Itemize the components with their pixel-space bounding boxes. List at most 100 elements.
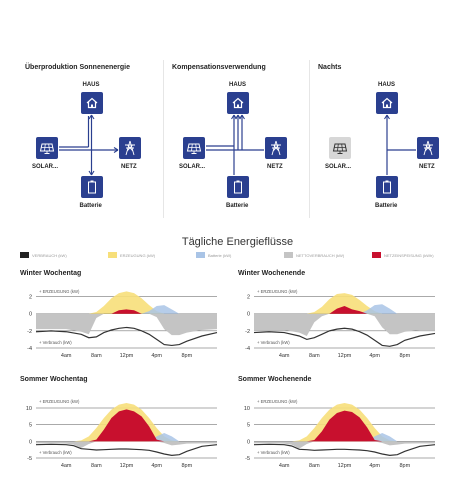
haus-node (227, 92, 249, 114)
flow-arrow (239, 114, 245, 120)
x-tick-label: 8am (91, 353, 102, 359)
x-tick-label: 8am (91, 463, 102, 469)
daily-flows-title: Tägliche Energieflüsse (181, 236, 294, 248)
flow-connectors (206, 114, 264, 175)
series-area (36, 309, 217, 314)
series-line (35, 326, 218, 347)
lower-axis-label: + Verbrauch (kW) (257, 450, 290, 455)
flow-arrow (88, 114, 95, 120)
solar-label: SOLAR... (325, 164, 352, 170)
series-area (254, 293, 435, 314)
series-line (253, 443, 436, 456)
x-tick-label: 4am (61, 463, 72, 469)
chart-title: Sommer Wochentag (20, 376, 88, 383)
energy-chart: 10 5 0 -5 + ERZEUGUNG (kW) + Verbrauch (kW) 4a… (244, 399, 436, 469)
flow-panel-2: Kompensationsverwendung HAUS SOLAR... NETZ B… (165, 60, 309, 216)
series-area (36, 441, 217, 448)
legend-item: Batterie (kW) (196, 252, 231, 258)
haus-node (80, 92, 103, 114)
haus-label: HAUS (229, 82, 247, 88)
panel-divider (163, 60, 164, 218)
series-area (254, 441, 435, 449)
house-icon (85, 96, 99, 110)
y-tick-label: 0 (29, 439, 32, 445)
battery-icon (87, 180, 97, 194)
series-line (253, 327, 436, 347)
y-tick-label: 2 (29, 295, 32, 301)
chart-title: Winter Wochenende (238, 270, 306, 277)
flow-panel-title: Kompensationsverwendung (172, 64, 266, 71)
legend-label: NETTOVERBRAUCH (kW) (296, 252, 345, 258)
legend-label: ERZEUGUNG (kW) (120, 252, 156, 258)
x-tick-label: 8pm (181, 463, 192, 469)
x-tick-label: 12pm (120, 463, 134, 469)
x-tick-label: 12pm (338, 353, 352, 359)
y-tick-label: -2 (27, 329, 32, 335)
y-tick-label: -4 (27, 346, 32, 352)
x-tick-label: 4pm (369, 353, 380, 359)
upper-axis-label: + ERZEUGUNG (kW) (39, 399, 80, 404)
legend-item: ERZEUGUNG (kW) (108, 252, 155, 258)
lower-axis-label: + Verbrauch (kW) (39, 450, 72, 455)
series-area (254, 304, 435, 314)
y-tick-label: 5 (247, 423, 250, 429)
upper-axis-label: + ERZEUGUNG (kW) (257, 289, 298, 294)
x-tick-label: 4am (279, 353, 290, 359)
flow-arrow (113, 147, 119, 153)
flow-arrow (231, 114, 237, 120)
solar-panel-icon (186, 141, 202, 155)
series-area (36, 409, 217, 442)
haus-label: HAUS (82, 82, 100, 88)
series-area (254, 410, 435, 442)
house-icon (231, 96, 245, 110)
chart-title: Winter Wochentag (20, 270, 82, 277)
batterie-label: Batterie (79, 203, 102, 209)
legend-swatch (284, 252, 293, 258)
series-area (36, 305, 217, 314)
solar-label: SOLAR... (32, 164, 59, 170)
y-tick-label: 0 (247, 439, 250, 445)
y-tick-label: -2 (245, 329, 250, 335)
batterie-node (80, 176, 103, 198)
x-tick-label: 4pm (151, 353, 162, 359)
y-tick-label: -5 (245, 456, 250, 462)
x-tick-label: 8am (309, 353, 320, 359)
series-area (36, 291, 217, 314)
y-tick-label: 0 (29, 312, 32, 318)
flow-panel-1: Überproduktion Sonnenenergie HAUS SOLAR...… (18, 60, 163, 216)
house-icon (380, 96, 394, 110)
x-tick-label: 8pm (399, 463, 410, 469)
netz-node (265, 137, 287, 159)
upper-axis-label: + ERZEUGUNG (kW) (39, 289, 80, 294)
legend-item: VERBRAUCH (kW) (20, 252, 67, 258)
solar-node (183, 137, 205, 159)
batterie-label: Batterie (375, 203, 398, 209)
chart-title: Sommer Wochenende (238, 376, 312, 383)
x-tick-label: 4pm (369, 463, 380, 469)
x-tick-label: 4am (279, 463, 290, 469)
legend-label: NETZEINSPEISUNG (kWh) (384, 252, 434, 258)
lower-axis-label: + Verbrauch (kW) (257, 340, 290, 345)
power-tower-icon (123, 140, 137, 156)
batterie-label: Batterie (226, 203, 249, 209)
solar-label: SOLAR... (179, 164, 206, 170)
flow-connectors (384, 114, 416, 175)
y-tick-label: 5 (29, 423, 32, 429)
lower-axis-label: + Verbrauch (kW) (39, 340, 72, 345)
batterie-node (227, 176, 249, 198)
x-tick-label: 12pm (120, 353, 134, 359)
netz-label: NETZ (267, 164, 283, 170)
batterie-node (376, 176, 398, 198)
solar-panel-icon (39, 141, 55, 155)
legend-item: NETTOVERBRAUCH (kW) (284, 252, 344, 258)
x-tick-label: 4am (61, 353, 72, 359)
netz-label: NETZ (419, 164, 435, 170)
y-tick-label: 2 (247, 295, 250, 301)
flow-connectors (59, 114, 119, 176)
y-tick-label: -4 (245, 346, 250, 352)
series-area (36, 313, 217, 336)
upper-axis-label: + ERZEUGUNG (kW) (257, 399, 298, 404)
legend-swatch (20, 252, 29, 258)
netz-label: NETZ (121, 164, 137, 170)
flow-arrow (384, 114, 390, 120)
